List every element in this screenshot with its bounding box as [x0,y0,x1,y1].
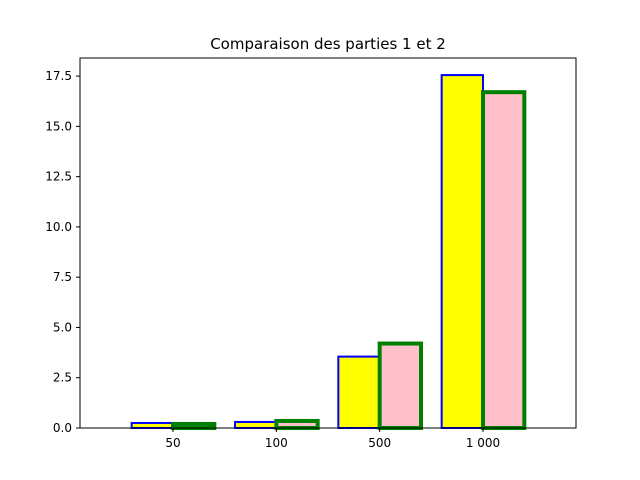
bar-series1-100 [234,420,278,429]
chart-title: Comparaison des parties 1 et 2 [210,35,446,53]
y-tick-label: 5.0 [53,320,72,334]
bar-series1-50 [130,421,175,430]
plot-frame [79,57,577,429]
y-tick-label: 17.5 [45,69,72,83]
y-tick-label: 2.5 [53,371,72,385]
x-tick-label: 50 [165,436,180,450]
y-tick-label: 12.5 [45,170,72,184]
bar-series2-1000 [481,90,527,430]
bar-series2-50 [171,421,217,431]
y-tick-label: 15.0 [45,119,72,133]
x-axis: 50 100 500 1 000 [165,428,500,450]
y-tick-label: 7.5 [53,270,72,284]
bars-group [130,74,527,431]
bar-series1-500 [337,355,381,430]
y-axis: 0.0 2.5 5.0 7.5 10.0 12.5 15.0 17.5 [45,69,80,435]
bar-series2-100 [274,418,320,430]
y-tick-label: 10.0 [45,220,72,234]
x-tick-label: 100 [265,436,288,450]
bar-series1-1000 [440,74,484,430]
y-tick-label: 0.0 [53,421,72,435]
x-tick-label: 500 [368,436,391,450]
bar-series2-500 [377,341,423,431]
x-tick-label: 1 000 [466,436,500,450]
